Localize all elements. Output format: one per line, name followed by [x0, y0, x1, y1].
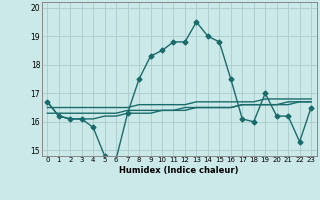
X-axis label: Humidex (Indice chaleur): Humidex (Indice chaleur) [119, 166, 239, 175]
